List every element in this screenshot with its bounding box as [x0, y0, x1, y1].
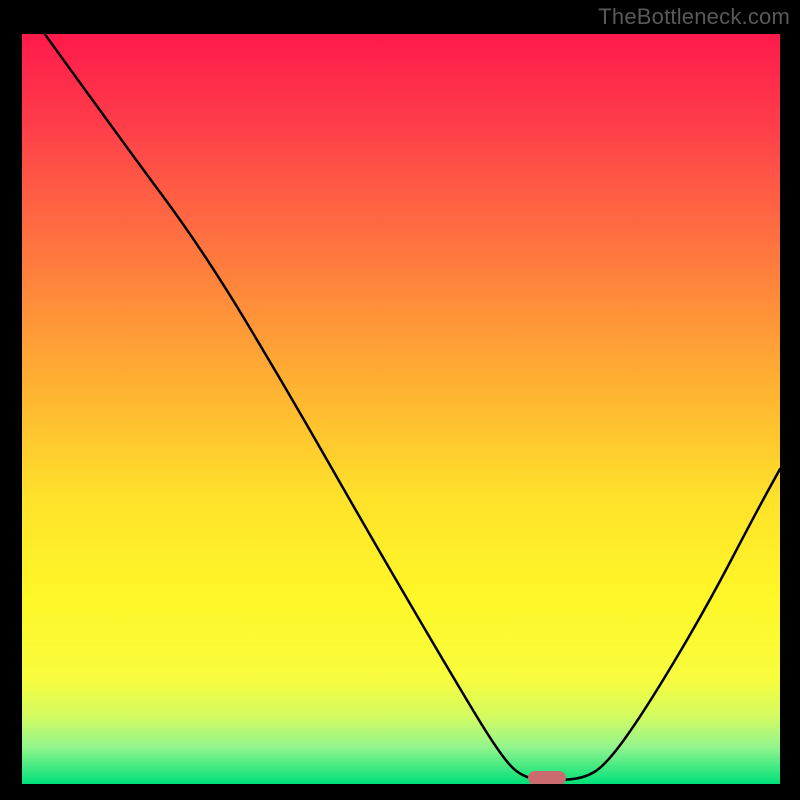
optimum-marker	[528, 771, 566, 784]
bottleneck-curve	[22, 34, 780, 784]
watermark-text: TheBottleneck.com	[598, 4, 790, 30]
plot-area	[22, 34, 780, 784]
curve-path	[45, 34, 780, 780]
